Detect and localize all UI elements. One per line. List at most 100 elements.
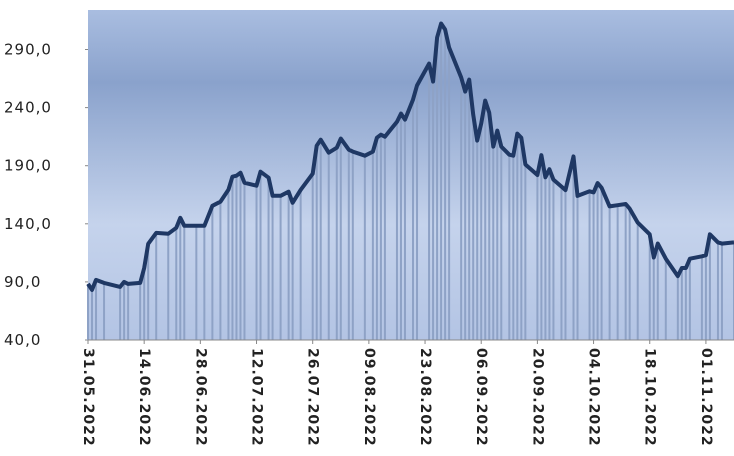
- bar: [139, 282, 142, 340]
- bar: [179, 217, 182, 340]
- bar: [219, 201, 222, 340]
- bar: [600, 187, 603, 340]
- bar: [592, 192, 595, 340]
- bar: [680, 267, 683, 340]
- bar: [596, 183, 599, 340]
- bar: [287, 191, 290, 340]
- bar: [716, 242, 719, 340]
- x-tick-label: 26.07.2022: [305, 348, 321, 447]
- bar: [576, 195, 579, 340]
- bar: [464, 91, 467, 340]
- x-tick-label: 09.08.2022: [361, 348, 377, 447]
- bar: [203, 225, 206, 340]
- bar: [319, 139, 322, 340]
- bar: [412, 99, 415, 340]
- bar: [512, 155, 515, 340]
- bar: [259, 171, 262, 340]
- x-tick-label: 06.09.2022: [473, 348, 489, 447]
- bar: [708, 234, 711, 340]
- bar: [371, 151, 374, 340]
- bar: [311, 173, 314, 340]
- bar: [480, 123, 483, 341]
- bar: [516, 133, 519, 340]
- bar: [436, 37, 439, 341]
- bar: [119, 286, 122, 340]
- x-tick-label: 14.06.2022: [136, 348, 152, 447]
- bar: [700, 256, 703, 340]
- bar: [552, 179, 555, 340]
- bar: [379, 134, 382, 340]
- bar: [496, 130, 499, 340]
- bar: [143, 267, 146, 340]
- bar: [468, 79, 471, 340]
- x-tick-label: 28.06.2022: [192, 348, 208, 447]
- bar: [315, 145, 318, 340]
- bar: [608, 206, 611, 340]
- bar: [688, 258, 691, 340]
- bar: [664, 258, 667, 340]
- bar: [299, 189, 302, 340]
- y-tick-label: 290,0: [4, 41, 52, 59]
- bar: [347, 149, 350, 340]
- bar: [588, 191, 591, 340]
- bar: [492, 146, 495, 340]
- x-tick-label: 31.05.2022: [80, 348, 96, 447]
- bar: [520, 137, 523, 340]
- bar: [536, 175, 539, 340]
- bar: [103, 282, 106, 340]
- bar: [403, 119, 406, 340]
- x-tick-label: 12.07.2022: [249, 348, 265, 447]
- bar: [508, 154, 511, 340]
- bar: [291, 202, 294, 340]
- bar: [500, 146, 503, 340]
- bar: [704, 255, 707, 340]
- y-tick-label: 140,0: [4, 215, 52, 233]
- bar: [351, 151, 354, 340]
- bar: [363, 155, 366, 340]
- bar: [572, 156, 575, 340]
- bar: [484, 100, 487, 340]
- bar: [488, 112, 491, 340]
- bar: [540, 155, 543, 340]
- y-tick-label: 190,0: [4, 157, 52, 175]
- bar: [375, 137, 378, 340]
- bar: [544, 177, 547, 340]
- bar: [175, 227, 178, 340]
- bar: [147, 243, 150, 340]
- bar: [624, 204, 627, 340]
- bar: [339, 138, 342, 340]
- bar: [476, 140, 479, 340]
- bar: [428, 63, 431, 341]
- bar: [271, 195, 274, 340]
- bar: [472, 114, 475, 341]
- bar: [684, 267, 687, 340]
- x-tick-label: 04.10.2022: [586, 348, 602, 447]
- bar: [239, 172, 242, 340]
- bar: [195, 225, 198, 340]
- bar: [123, 281, 126, 340]
- bar: [564, 190, 567, 340]
- bar: [416, 85, 419, 340]
- bar: [279, 195, 282, 340]
- bar: [211, 205, 214, 340]
- bar: [267, 177, 270, 340]
- bar: [395, 121, 398, 340]
- bar: [720, 243, 723, 340]
- bar: [648, 234, 651, 340]
- bar: [335, 147, 338, 340]
- bar: [255, 185, 258, 340]
- x-tick-label: 23.08.2022: [417, 348, 433, 447]
- bar: [548, 169, 551, 340]
- bar: [399, 113, 402, 340]
- bar: [676, 276, 679, 340]
- x-tick-label: 18.10.2022: [642, 348, 658, 447]
- bar: [460, 77, 463, 341]
- bar: [327, 152, 330, 340]
- bar: [444, 29, 447, 341]
- bar: [448, 47, 451, 341]
- x-tick-label: 20.09.2022: [529, 348, 545, 447]
- bar: [235, 175, 238, 340]
- bar: [231, 176, 234, 340]
- bar: [616, 205, 619, 340]
